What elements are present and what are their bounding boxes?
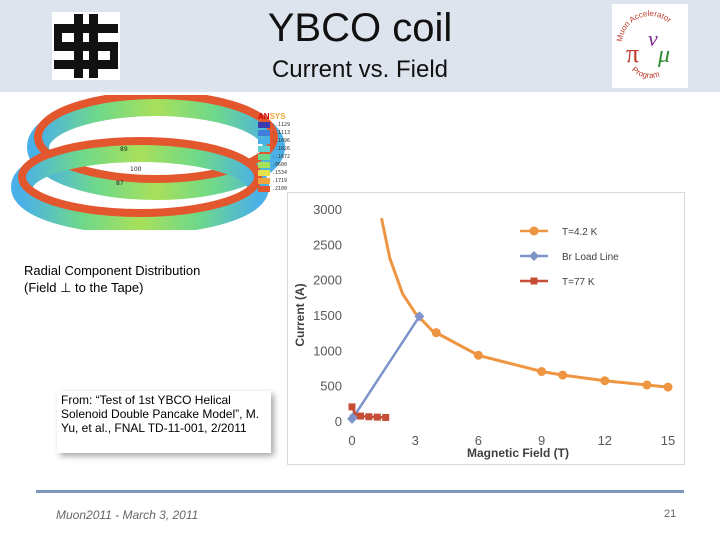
footer-event-date: Muon2011 - March 3, 2011 <box>56 508 199 522</box>
data-point <box>382 413 390 421</box>
muon-accelerator-program-logo: Muon Accelerator Program π ν μ <box>612 4 688 88</box>
data-point <box>356 412 364 420</box>
legend-row: .1534 <box>258 169 302 177</box>
data-point <box>473 350 483 360</box>
legend-swatch <box>258 178 270 184</box>
y-tick-label: 500 <box>320 379 342 394</box>
page-title: YBCO coil <box>267 6 453 50</box>
legend-value: .1719 <box>272 178 288 184</box>
x-tick-label: 9 <box>538 433 545 448</box>
page-number: 21 <box>664 508 677 520</box>
figure-caption: Radial Component Distribution (Field ⊥ t… <box>24 262 200 296</box>
x-tick-label: 0 <box>348 433 355 448</box>
caption-line-2: (Field ⊥ to the Tape) <box>24 280 144 295</box>
legend-swatch <box>258 154 270 160</box>
legend-value: -.1096 <box>272 138 291 144</box>
current-vs-field-chart: 0 500 1000 1500 2000 2500 3000 0 3 6 9 12 15 Magnetic… <box>287 192 685 465</box>
legend-row: -.1113 <box>258 129 302 137</box>
legend-row: .0600 <box>258 161 302 169</box>
data-point <box>431 328 441 338</box>
legend-label: T=77 K <box>562 277 595 288</box>
legend-value: .0600 <box>272 162 288 168</box>
coil-render-image: 89 100 87 <box>11 91 285 234</box>
x-tick-label: 6 <box>475 433 482 448</box>
y-axis-label: Current (A) <box>293 283 307 346</box>
logo-nu-symbol: ν <box>648 26 658 51</box>
fermilab-logo-icon <box>54 14 118 78</box>
slide-header: YBCO coil Current vs. Field Muon Acceler… <box>0 0 720 92</box>
data-point <box>663 382 673 392</box>
logo-pi-symbol: π <box>626 39 639 68</box>
legend-swatch <box>258 170 270 176</box>
legend-row: .2100 <box>258 185 302 193</box>
legend-label: T=4.2 K <box>562 227 598 238</box>
data-point <box>365 413 373 421</box>
logo-arc-top-text: Muon Accelerator <box>615 9 673 42</box>
contour-legend: ANSYS -.1129 -.1113 -.1096 -.1826 -.1672 .060… <box>258 112 302 193</box>
caption-line-1: Radial Component Distribution <box>24 263 201 278</box>
legend-row: .1719 <box>258 177 302 185</box>
series-line <box>351 315 421 420</box>
y-tick-label: 2000 <box>313 273 342 288</box>
legend-value: .1534 <box>272 170 288 176</box>
legend-marker <box>529 226 539 236</box>
data-point <box>558 370 568 380</box>
y-tick-label: 2500 <box>313 237 342 252</box>
coil-field-render: 89 100 87 <box>8 91 298 234</box>
probe-label: 87 <box>116 180 124 187</box>
probe-label: 89 <box>120 146 128 153</box>
legend-swatch <box>258 162 270 168</box>
chart-svg: 0 500 1000 1500 2000 2500 3000 0 3 6 9 12 15 Magnetic… <box>293 202 675 460</box>
footer-divider <box>36 490 684 493</box>
x-axis-label: Magnetic Field (T) <box>467 446 569 460</box>
legend-value: -.1826 <box>272 146 291 152</box>
data-point <box>373 413 381 421</box>
data-point <box>414 311 425 322</box>
ansys-brand: ANSYS <box>258 112 286 121</box>
y-tick-label: 3000 <box>313 202 342 217</box>
data-point <box>600 376 610 386</box>
x-tick-label: 15 <box>661 433 675 448</box>
legend-swatch <box>258 138 270 144</box>
y-tick-label: 1500 <box>313 308 342 323</box>
legend-row: -.1129 <box>258 121 302 129</box>
data-point <box>642 380 652 390</box>
legend-marker <box>530 277 538 285</box>
y-tick-label: 1000 <box>313 343 342 358</box>
legend-value: -.1113 <box>272 130 291 136</box>
legend-label: Br Load Line <box>562 252 619 263</box>
page-subtitle: Current vs. Field <box>271 56 449 83</box>
fermilab-logo <box>52 12 120 80</box>
data-point <box>348 403 356 411</box>
reference-callout: From: “Test of 1st YBCO Helical Solenoid… <box>57 391 271 453</box>
y-tick-label: 0 <box>335 414 342 429</box>
legend-swatch <box>258 122 270 128</box>
legend-value: -.1672 <box>272 154 291 160</box>
legend-row: -.1672 <box>258 153 302 161</box>
data-point <box>537 367 547 377</box>
legend-marker <box>529 251 539 261</box>
legend-swatch <box>258 186 270 192</box>
legend-swatch <box>258 146 270 152</box>
logo-mu-symbol: μ <box>657 42 670 68</box>
probe-label: 100 <box>130 166 142 173</box>
series-line <box>380 217 669 389</box>
legend-value: -.1129 <box>272 122 291 128</box>
legend-row: -.1826 <box>258 145 302 153</box>
legend-row: -.1096 <box>258 137 302 145</box>
legend-value: .2100 <box>272 186 288 192</box>
x-tick-label: 3 <box>412 433 419 448</box>
x-tick-label: 12 <box>598 433 612 448</box>
legend-swatch <box>258 130 270 136</box>
